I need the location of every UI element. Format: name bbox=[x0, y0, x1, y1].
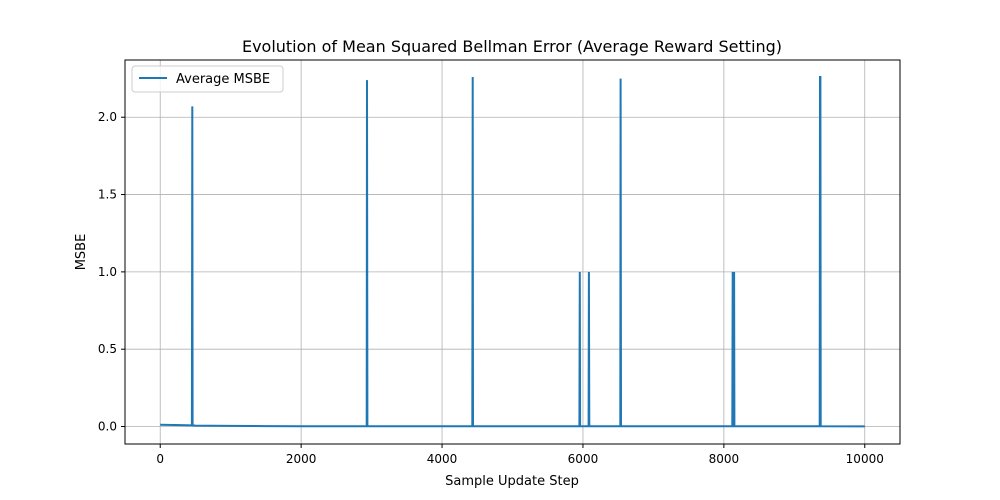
x-tick-label: 4000 bbox=[427, 452, 458, 466]
legend-box bbox=[131, 65, 284, 93]
plot-frame bbox=[124, 59, 901, 445]
legend: Average MSBE bbox=[131, 65, 284, 93]
x-tick-label: 10000 bbox=[846, 452, 884, 466]
series-layer bbox=[160, 76, 865, 428]
legend-label: Average MSBE bbox=[176, 72, 270, 87]
x-axis-label: Sample Update Step bbox=[445, 474, 579, 489]
x-tick-label: 6000 bbox=[568, 452, 599, 466]
chart-title: Evolution of Mean Squared Bellman Error … bbox=[242, 37, 782, 56]
y-tick-label: 1.0 bbox=[98, 265, 117, 279]
x-tick-label: 8000 bbox=[709, 452, 740, 466]
y-tick-label: 0.5 bbox=[98, 342, 117, 356]
y-axis-label: MSBE bbox=[74, 234, 89, 271]
x-axis-ticks: 0 2000 4000 6000 8000 10000 bbox=[156, 444, 884, 466]
x-tick-label: 0 bbox=[156, 452, 164, 466]
y-axis-ticks: 0.0 0.5 1.0 1.5 2.0 bbox=[98, 110, 125, 434]
y-tick-label: 2.0 bbox=[98, 110, 117, 124]
x-tick-label: 2000 bbox=[286, 452, 317, 466]
series-line bbox=[160, 76, 865, 428]
y-tick-label: 1.5 bbox=[98, 188, 117, 202]
y-tick-label: 0.0 bbox=[98, 420, 117, 434]
